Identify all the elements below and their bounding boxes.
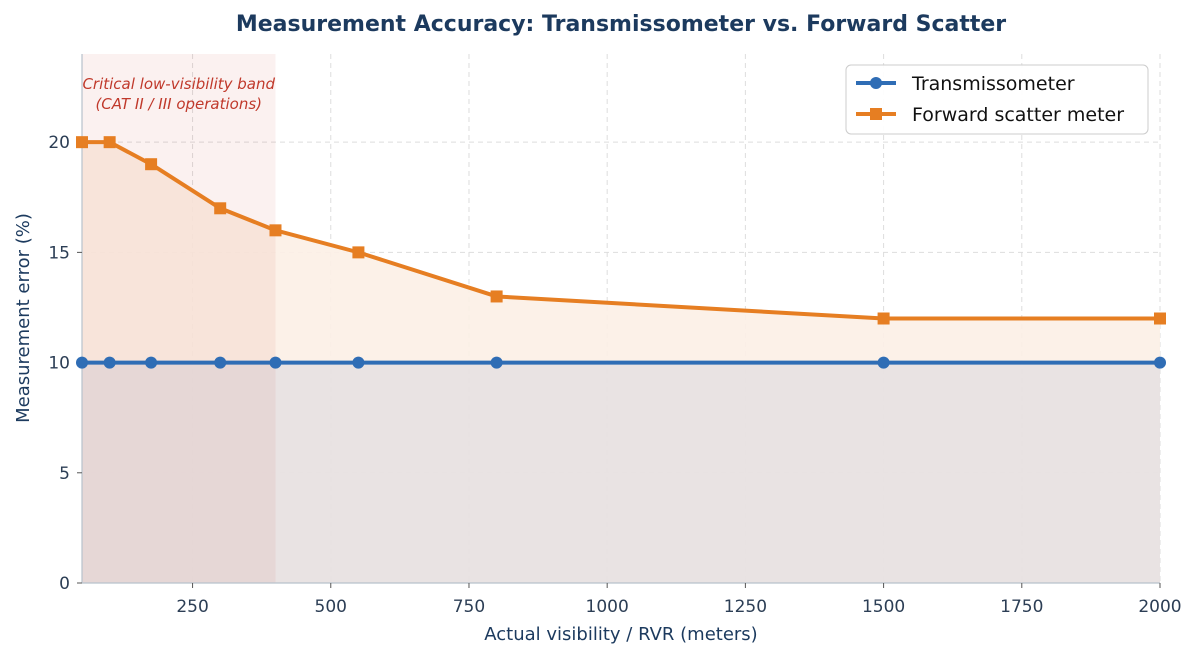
forward-scatter-point xyxy=(214,202,227,215)
legend-transmissometer-marker xyxy=(870,77,882,89)
y-tick-label: 0 xyxy=(59,574,70,594)
band-label-line1: Critical low-visibility band xyxy=(82,75,275,93)
y-tick-label: 20 xyxy=(48,133,70,153)
plot-area: Critical low-visibility band (CAT II / II… xyxy=(48,54,1182,617)
band-label-line2: (CAT II / III operations) xyxy=(95,95,262,113)
transmissometer-point xyxy=(214,356,227,369)
legend-forward-scatter-label: Forward scatter meter xyxy=(912,104,1124,126)
forward-scatter-point xyxy=(352,246,365,259)
transmissometer-point xyxy=(269,356,282,369)
legend-transmissometer-label: Transmissometer xyxy=(911,73,1075,95)
y-tick-label: 10 xyxy=(48,354,70,374)
transmissometer-point xyxy=(145,356,158,369)
forward-scatter-point xyxy=(145,158,158,171)
x-tick-label: 1750 xyxy=(1000,597,1043,617)
legend: Transmissometer Forward scatter meter xyxy=(845,64,1149,135)
transmissometer-area xyxy=(82,362,1160,583)
transmissometer-point xyxy=(103,356,116,369)
transmissometer-point xyxy=(352,356,365,369)
x-tick-label: 2000 xyxy=(1138,597,1181,617)
x-tick-label: 1250 xyxy=(724,597,767,617)
legend-forward-scatter-marker xyxy=(870,108,882,120)
forward-scatter-point xyxy=(877,312,890,325)
forward-scatter-area xyxy=(82,142,1160,363)
x-tick-label: 250 xyxy=(176,597,208,617)
critical-band xyxy=(82,54,276,583)
x-axis-label: Actual visibility / RVR (meters) xyxy=(484,624,757,645)
forward-scatter-point xyxy=(1154,312,1166,325)
y-tick-label: 15 xyxy=(48,243,70,263)
transmissometer-point xyxy=(76,356,88,369)
x-tick-label: 500 xyxy=(315,597,347,617)
y-tick-label: 5 xyxy=(59,464,70,484)
transmissometer-point xyxy=(490,356,503,369)
forward-scatter-point xyxy=(103,136,116,149)
forward-scatter-point xyxy=(76,136,88,149)
transmissometer-point xyxy=(1154,356,1166,369)
x-tick-label: 750 xyxy=(453,597,485,617)
legend-box xyxy=(845,64,1149,135)
y-axis-label: Measurement error (%) xyxy=(13,213,34,423)
chart-title: Measurement Accuracy: Transmissometer vs… xyxy=(236,12,1006,37)
transmissometer-point xyxy=(877,356,890,369)
forward-scatter-point xyxy=(269,224,282,237)
x-tick-label: 1500 xyxy=(862,597,905,617)
x-tick-label: 1000 xyxy=(586,597,629,617)
forward-scatter-point xyxy=(490,290,503,303)
